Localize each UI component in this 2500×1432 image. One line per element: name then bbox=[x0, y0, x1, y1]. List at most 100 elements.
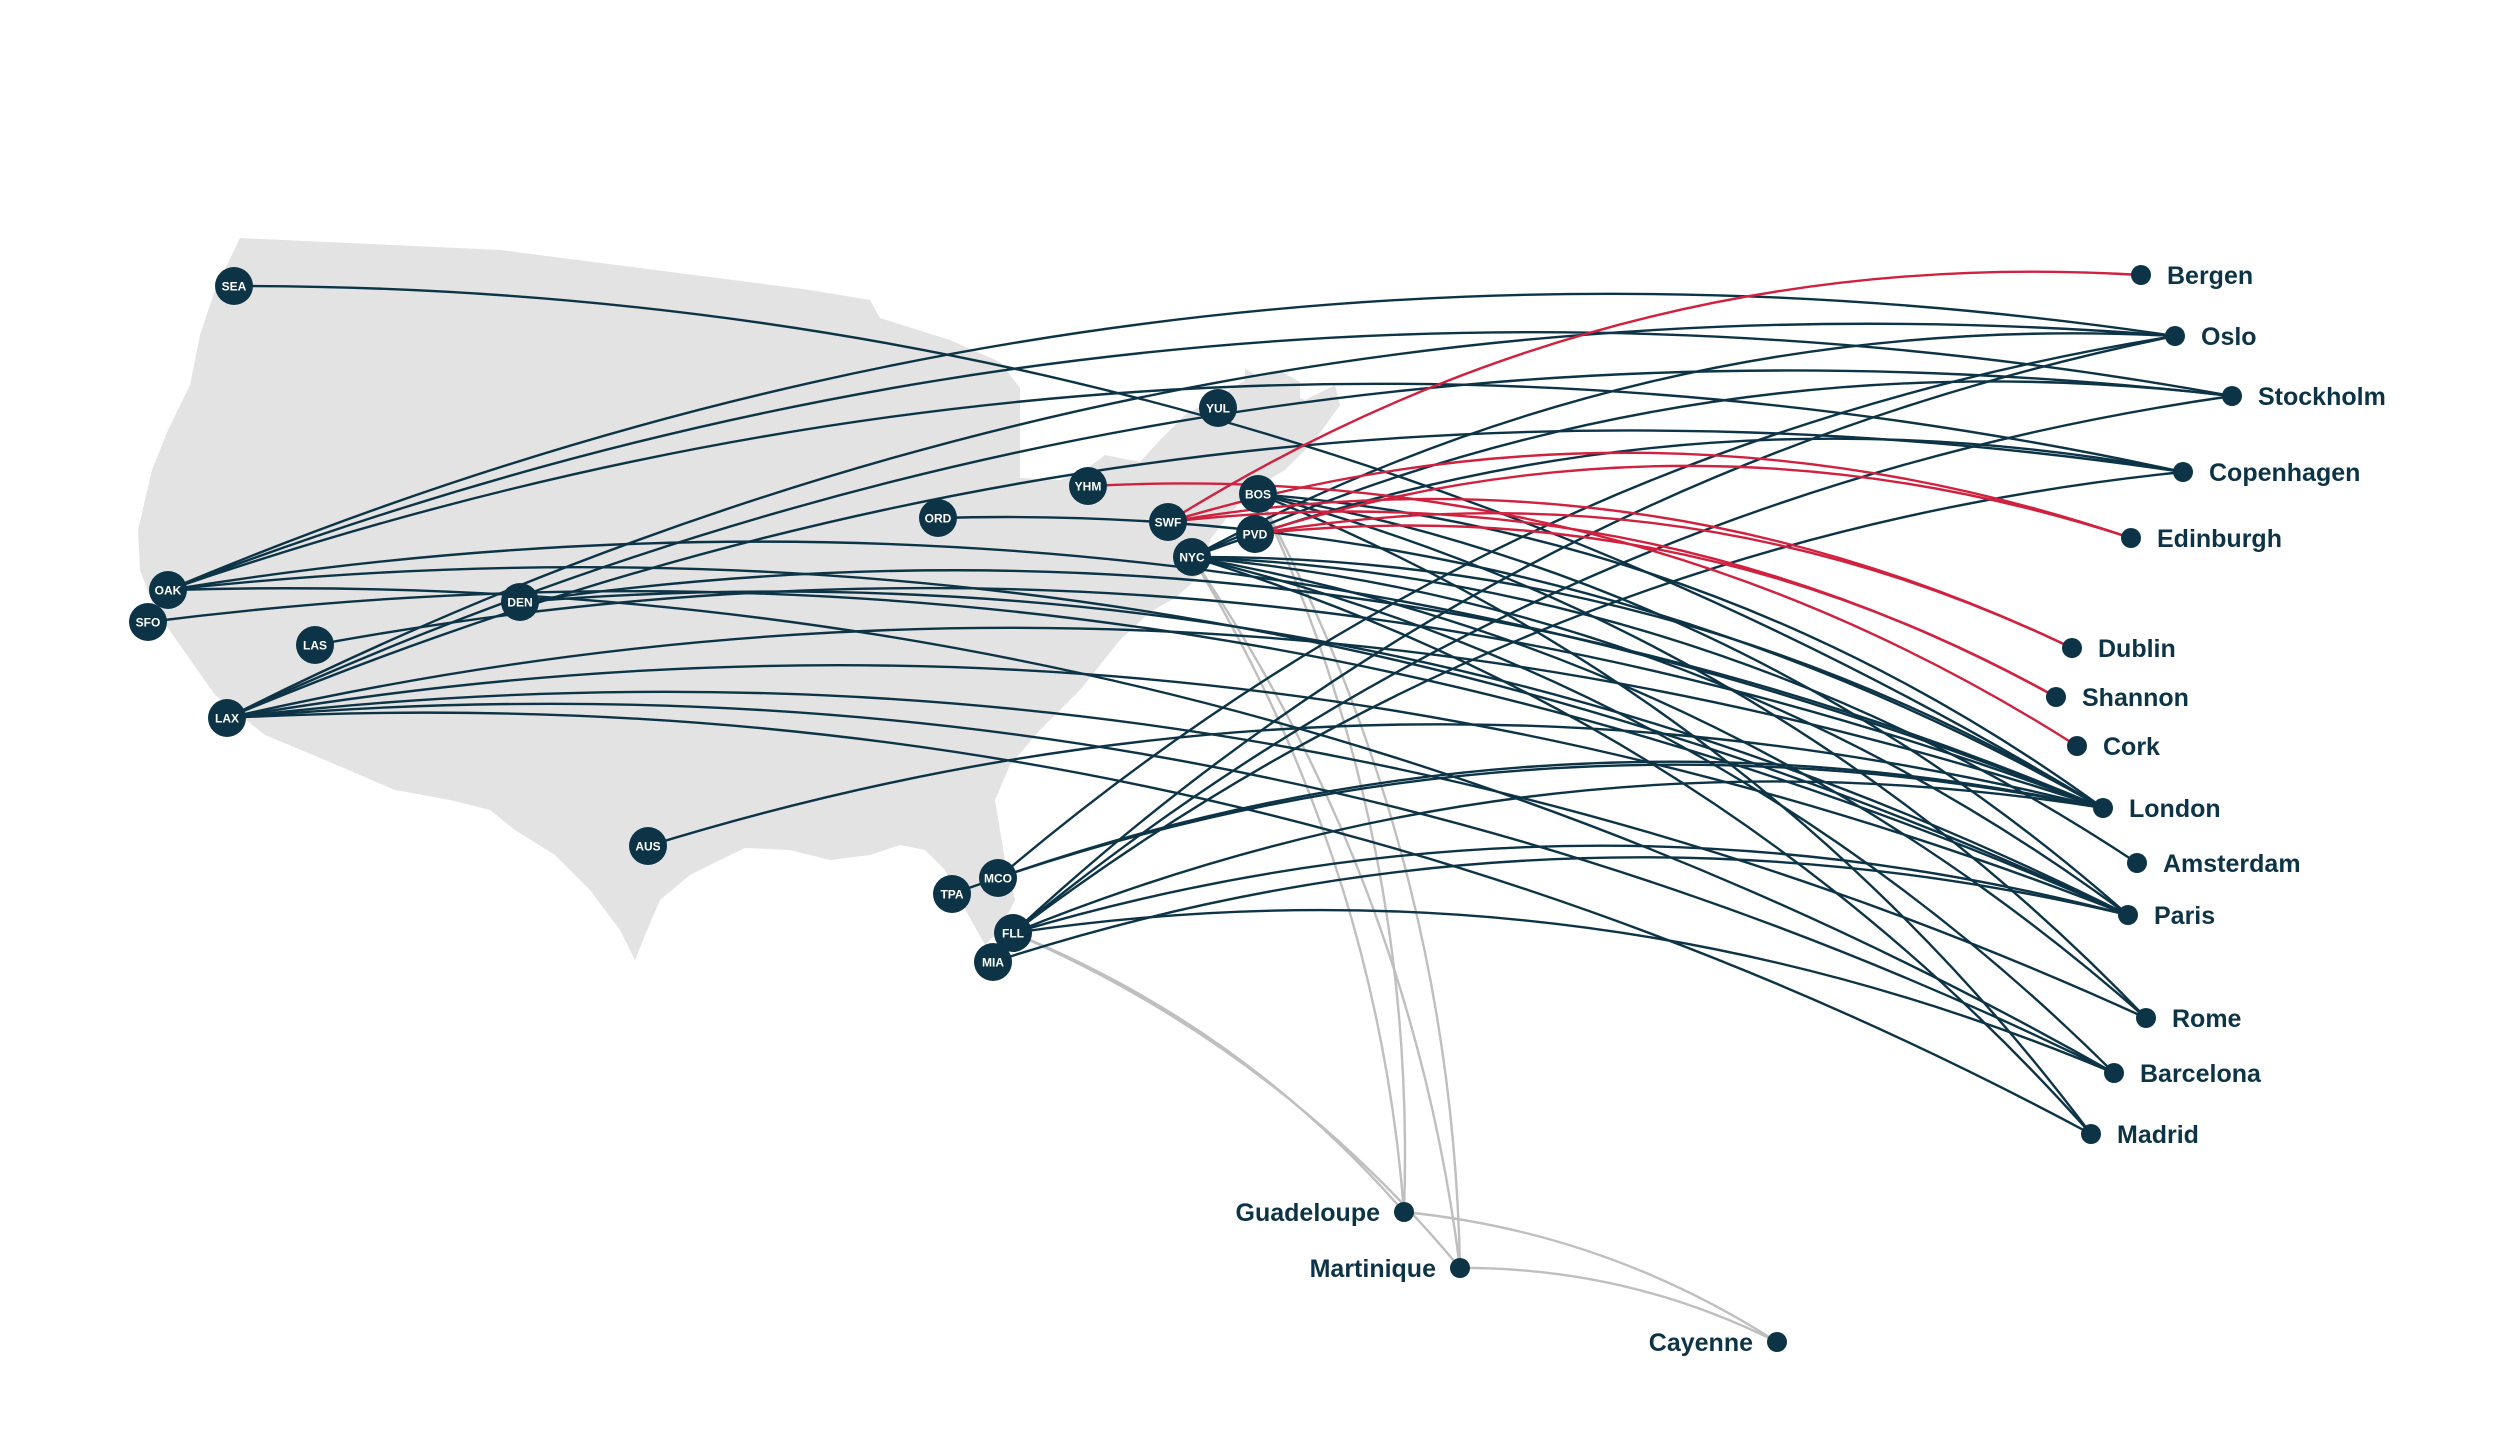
destination-label: Paris bbox=[2154, 902, 2215, 930]
destination-label: Shannon bbox=[2082, 684, 2189, 712]
route-transatlantic-nyc-amsterdam bbox=[1191, 555, 2138, 864]
destination-label: Madrid bbox=[2117, 1121, 2199, 1149]
destination-barcelona[interactable]: Barcelona bbox=[2104, 1060, 2262, 1088]
route-transatlantic-ord-london bbox=[937, 515, 2104, 810]
destination-copenhagen[interactable]: Copenhagen bbox=[2173, 459, 2360, 487]
route-transatlantic-mia-paris bbox=[992, 856, 2129, 964]
hub-code-label: YUL bbox=[1206, 402, 1230, 416]
destination-guadeloupe[interactable]: Guadeloupe bbox=[1236, 1199, 1414, 1227]
destination-dot bbox=[2118, 905, 2138, 925]
destination-dot bbox=[2222, 386, 2242, 406]
destination-label: Cayenne bbox=[1649, 1329, 1753, 1357]
hub-marker bbox=[501, 583, 539, 621]
destination-rome[interactable]: Rome bbox=[2136, 1005, 2242, 1033]
route-transatlantic-den-paris bbox=[519, 590, 2129, 917]
destination-cayenne[interactable]: Cayenne bbox=[1649, 1329, 1787, 1357]
hub-fll[interactable]: FLL bbox=[994, 914, 1032, 952]
hub-code-label: DEN bbox=[507, 596, 532, 610]
route-hudson-hamilton-pvd-dublin bbox=[1254, 512, 2073, 650]
hub-code-label: NYC bbox=[1179, 551, 1205, 565]
route-transatlantic-bos-london bbox=[1257, 492, 2104, 809]
us-landmass bbox=[138, 238, 1340, 960]
destination-label: Dublin bbox=[2098, 635, 2176, 663]
hub-mco[interactable]: MCO bbox=[979, 859, 1017, 897]
hub-nyc[interactable]: NYC bbox=[1173, 538, 1211, 576]
hub-las[interactable]: LAS bbox=[296, 626, 334, 664]
hub-aus[interactable]: AUS bbox=[629, 827, 667, 865]
hub-marker bbox=[1239, 475, 1277, 513]
hub-mia[interactable]: MIA bbox=[974, 943, 1012, 981]
hub-code-label: MIA bbox=[982, 956, 1004, 970]
destination-label: Bergen bbox=[2167, 262, 2253, 290]
hub-sfo[interactable]: SFO bbox=[129, 603, 167, 641]
route-transatlantic-oak-london bbox=[167, 540, 2104, 810]
route-caribbean-nyc-martinique bbox=[1191, 556, 1462, 1269]
destination-label: Guadeloupe bbox=[1236, 1199, 1381, 1227]
destination-edinburgh[interactable]: Edinburgh bbox=[2121, 525, 2282, 553]
destination-dot bbox=[2173, 462, 2193, 482]
hub-marker bbox=[919, 499, 957, 537]
hub-code-label: SFO bbox=[136, 616, 161, 630]
hub-swf[interactable]: SWF bbox=[1149, 503, 1187, 541]
hub-marker bbox=[149, 571, 187, 609]
hub-marker bbox=[1149, 503, 1187, 541]
hub-sea[interactable]: SEA bbox=[215, 267, 253, 305]
destination-stockholm[interactable]: Stockholm bbox=[2222, 383, 2386, 411]
route-transatlantic-bos-madrid bbox=[1257, 492, 2092, 1135]
hub-oak[interactable]: OAK bbox=[149, 571, 187, 609]
route-transatlantic-mco-london bbox=[997, 760, 2104, 880]
route-transatlantic-fll-stockholm bbox=[1012, 394, 2233, 934]
hub-code-label: LAX bbox=[215, 712, 239, 726]
destination-cork[interactable]: Cork bbox=[2067, 733, 2160, 761]
hub-marker bbox=[979, 859, 1017, 897]
destination-dot bbox=[2081, 1124, 2101, 1144]
route-transatlantic-nyc-london bbox=[1191, 555, 2104, 810]
route-transatlantic-nyc-stockholm bbox=[1191, 380, 2233, 559]
route-hudson-hamilton-swf-bergen bbox=[1167, 270, 2142, 524]
destination-oslo[interactable]: Oslo bbox=[2165, 323, 2257, 351]
hub-bos[interactable]: BOS bbox=[1239, 475, 1277, 513]
destination-dot bbox=[2104, 1063, 2124, 1083]
destination-amsterdam[interactable]: Amsterdam bbox=[2127, 850, 2301, 878]
destination-label: Rome bbox=[2172, 1005, 2242, 1033]
destination-shannon[interactable]: Shannon bbox=[2046, 684, 2189, 712]
hub-code-label: FLL bbox=[1002, 927, 1024, 941]
destination-madrid[interactable]: Madrid bbox=[2081, 1121, 2199, 1149]
destination-label: Copenhagen bbox=[2209, 459, 2360, 487]
route-transatlantic-fll-paris bbox=[1012, 844, 2129, 935]
hub-code-label: TPA bbox=[940, 888, 963, 902]
route-transatlantic-nyc-rome bbox=[1191, 555, 2147, 1019]
hub-yul[interactable]: YUL bbox=[1199, 389, 1237, 427]
route-transatlantic-bos-rome bbox=[1257, 492, 2147, 1019]
destination-dot bbox=[2165, 326, 2185, 346]
route-transatlantic-sfo-paris bbox=[147, 589, 2129, 917]
route-caribbean-fll-guadeloupe bbox=[1012, 931, 1405, 1213]
destination-dot bbox=[2046, 687, 2066, 707]
destination-paris[interactable]: Paris bbox=[2118, 902, 2215, 930]
destination-label: Edinburgh bbox=[2157, 525, 2282, 553]
hub-yhm[interactable]: YHM bbox=[1069, 467, 1107, 505]
hub-marker bbox=[1069, 467, 1107, 505]
destination-label: Barcelona bbox=[2140, 1060, 2262, 1088]
hub-pvd[interactable]: PVD bbox=[1236, 515, 1274, 553]
hub-ord[interactable]: ORD bbox=[919, 499, 957, 537]
destination-dot bbox=[1394, 1202, 1414, 1222]
hub-lax[interactable]: LAX bbox=[208, 699, 246, 737]
hub-marker bbox=[1199, 389, 1237, 427]
destination-dot bbox=[2121, 528, 2141, 548]
destination-dot bbox=[2127, 853, 2147, 873]
destination-bergen[interactable]: Bergen bbox=[2131, 262, 2253, 290]
destination-martinique[interactable]: Martinique bbox=[1310, 1255, 1470, 1283]
destination-dot bbox=[2067, 736, 2087, 756]
us-landmass-main bbox=[138, 238, 1300, 960]
route-transatlantic-lax-paris bbox=[226, 664, 2129, 917]
hub-den[interactable]: DEN bbox=[501, 583, 539, 621]
destination-london[interactable]: London bbox=[2093, 795, 2221, 823]
hub-marker bbox=[296, 626, 334, 664]
route-transatlantic-nyc-copenhagen bbox=[1191, 437, 2184, 559]
hub-code-label: OAK bbox=[155, 584, 182, 598]
hub-tpa[interactable]: TPA bbox=[933, 875, 971, 913]
hub-marker bbox=[994, 914, 1032, 952]
destination-dublin[interactable]: Dublin bbox=[2062, 635, 2176, 663]
